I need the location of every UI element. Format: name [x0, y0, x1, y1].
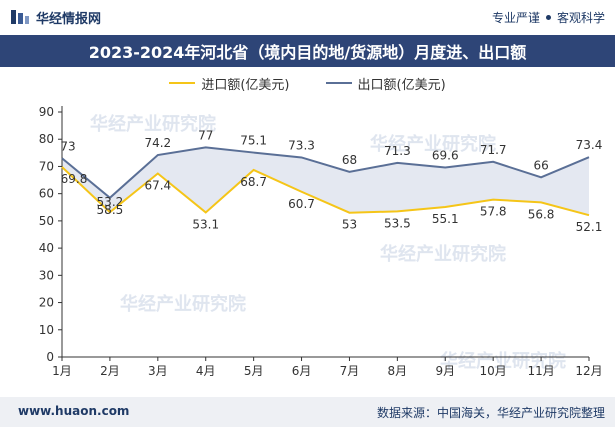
x-tick-label: 1月 [52, 364, 72, 378]
watermark-text: 华经产业研究院 [380, 243, 506, 265]
y-tick-label: 70 [39, 159, 54, 173]
footer-url: www.huaon.com [18, 404, 130, 418]
data-label-import: 69.8 [61, 172, 88, 186]
dot-separator [545, 15, 551, 20]
legend-label-export: 出口额(亿美元) [357, 77, 446, 93]
x-tick-label: 12月 [575, 364, 602, 378]
data-label-export: 77 [198, 128, 213, 142]
data-label-export: 73.4 [576, 138, 603, 152]
watermark-text: 华经产业研究院 [120, 293, 246, 315]
legend: 进口额(亿美元) 出口额(亿美元) [0, 72, 615, 94]
data-label-import: 67.4 [144, 179, 171, 193]
series-line-export [61, 146, 590, 200]
y-tick-label: 90 [39, 105, 54, 119]
data-label-import: 52.1 [576, 220, 603, 234]
y-tick-label: 50 [39, 214, 54, 228]
logo-text: 华经情报网 [36, 11, 102, 27]
tagline-left: 专业严谨 [491, 11, 540, 25]
y-tick-label: 10 [39, 323, 54, 337]
data-label-import: 57.8 [480, 205, 507, 219]
x-tick-label: 5月 [244, 364, 264, 378]
data-label-export: 73 [60, 139, 75, 153]
area-between-series [62, 147, 589, 216]
x-tick-label: 7月 [340, 364, 360, 378]
data-label-import: 53 [342, 218, 357, 232]
tagline: 专业严谨 客观科学 [492, 9, 605, 26]
data-label-export: 71.3 [384, 144, 411, 158]
watermark-text: 华经产业研究院 [440, 350, 566, 372]
footer: www.huaon.com 数据来源：中国海关，华经产业研究院整理 [0, 397, 615, 427]
data-label-import: 53.1 [192, 217, 219, 231]
data-label-export: 66 [533, 158, 548, 172]
series-line-import [61, 166, 590, 217]
data-label-export: 71.7 [480, 143, 507, 157]
legend-swatch-import [169, 82, 196, 84]
data-label-import: 55.1 [432, 212, 459, 226]
data-label-import: 53.5 [384, 216, 411, 230]
x-tick-label: 11月 [527, 364, 554, 378]
x-tick-label: 9月 [435, 364, 455, 378]
data-label-import: 68.7 [240, 175, 267, 189]
x-tick-label: 3月 [148, 364, 168, 378]
legend-label-import: 进口额(亿美元) [201, 77, 290, 93]
data-label-export: 74.2 [144, 136, 171, 150]
brand-logo: 华经情报网 [10, 8, 102, 27]
chart-title: 2023-2024年河北省（境内目的地/货源地）月度进、出口额 [88, 43, 527, 62]
data-label-import: 60.7 [288, 197, 315, 211]
y-tick-label: 0 [46, 350, 54, 364]
data-label-import: 53.2 [97, 195, 124, 209]
data-label-export: 69.6 [432, 149, 459, 163]
x-tick-label: 10月 [480, 364, 507, 378]
watermark-text: 华经产业研究院 [90, 113, 216, 135]
x-tick-label: 2月 [100, 364, 120, 378]
x-tick-label: 4月 [196, 364, 216, 378]
data-label-export: 68 [342, 153, 357, 167]
y-tick-label: 60 [39, 187, 54, 201]
x-tick-label: 6月 [292, 364, 312, 378]
title-bar: 2023-2024年河北省（境内目的地/货源地）月度进、出口额 [0, 35, 615, 67]
data-label-export: 75.1 [240, 134, 267, 148]
legend-item-export: 出口额(亿美元) [325, 74, 446, 93]
y-tick-label: 80 [39, 132, 54, 146]
legend-item-import: 进口额(亿美元) [169, 74, 290, 93]
line-chart: 华经产业研究院华经产业研究院华经产业研究院华经产业研究院华经产业研究院01020… [39, 105, 603, 378]
footer-source: 数据来源：中国海关，华经产业研究院整理 [376, 406, 605, 420]
data-label-import: 56.8 [528, 207, 555, 221]
y-tick-label: 30 [39, 268, 54, 282]
data-label-export: 73.3 [288, 138, 315, 152]
y-tick-label: 20 [39, 296, 54, 310]
watermark-text: 华经产业研究院 [370, 133, 496, 155]
data-label-export: 58.5 [97, 203, 124, 217]
tagline-right: 客观科学 [556, 11, 605, 25]
top-bar: 华经情报网 专业严谨 客观科学 [0, 0, 615, 34]
legend-swatch-export [325, 82, 352, 84]
logo-icon [11, 10, 29, 24]
y-tick-label: 40 [39, 241, 54, 255]
x-tick-label: 8月 [388, 364, 408, 378]
